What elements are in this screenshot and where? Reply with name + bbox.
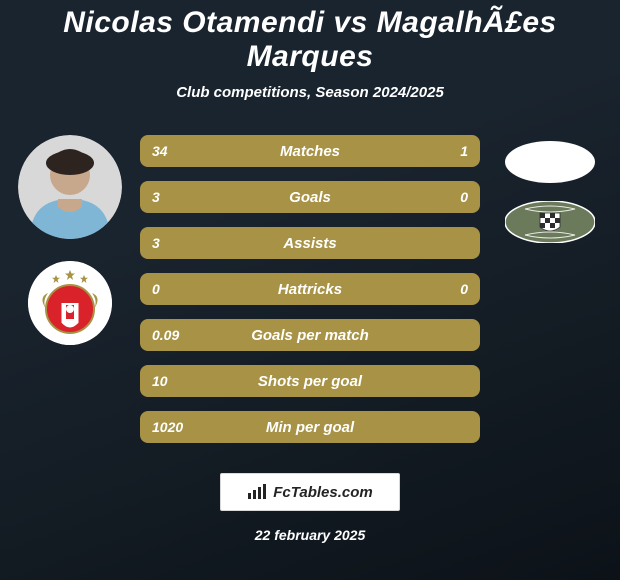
right-oval-bottom <box>505 201 595 243</box>
stat-row: 34 Matches 1 <box>140 135 480 167</box>
stat-value-left: 3 <box>152 235 160 251</box>
stat-value-right: 1 <box>460 143 468 159</box>
page-title: Nicolas Otamendi vs MagalhÃ£es Marques <box>0 0 620 74</box>
stat-label: Shots per goal <box>258 373 362 390</box>
stat-row: 3 Goals 0 <box>140 181 480 213</box>
right-player-column <box>490 135 610 243</box>
stat-label: Min per goal <box>266 419 354 436</box>
stat-value-left: 1020 <box>152 419 183 435</box>
right-oval-top <box>505 141 595 183</box>
brand-label: FcTables.com <box>273 484 372 501</box>
stats-table: 34 Matches 1 3 Goals 0 3 Assists 0 Hattricks 0 0.09… <box>140 135 480 457</box>
stat-label: Goals <box>289 189 331 206</box>
left-player-column <box>10 135 130 345</box>
stat-value-left: 34 <box>152 143 168 159</box>
blank-oval-icon <box>505 141 595 183</box>
stat-row: 0 Hattricks 0 <box>140 273 480 305</box>
stat-label: Goals per match <box>251 327 369 344</box>
left-player-avatar <box>18 135 122 239</box>
stat-value-left: 10 <box>152 373 168 389</box>
boavista-crest-icon <box>505 201 595 243</box>
bar-chart-icon <box>247 484 267 500</box>
stat-value-right: 0 <box>460 189 468 205</box>
stat-label: Matches <box>280 143 340 160</box>
stat-label: Assists <box>283 235 336 252</box>
content-root: Nicolas Otamendi vs MagalhÃ£es Marques C… <box>0 0 620 580</box>
stat-row: 3 Assists <box>140 227 480 259</box>
stat-row: 0.09 Goals per match <box>140 319 480 351</box>
avatar-placeholder-icon <box>18 135 122 239</box>
comparison-area: 34 Matches 1 3 Goals 0 3 Assists 0 Hattricks 0 0.09… <box>0 135 620 455</box>
stat-label: Hattricks <box>278 281 342 298</box>
page-subtitle: Club competitions, Season 2024/2025 <box>0 84 620 101</box>
brand-badge[interactable]: FcTables.com <box>220 473 400 511</box>
stat-value-left: 3 <box>152 189 160 205</box>
stat-row: 10 Shots per goal <box>140 365 480 397</box>
left-club-crest <box>28 261 112 345</box>
stat-value-left: 0 <box>152 281 160 297</box>
footer-date: 22 february 2025 <box>0 527 620 543</box>
stat-value-left: 0.09 <box>152 327 179 343</box>
stat-row: 1020 Min per goal <box>140 411 480 443</box>
stat-value-right: 0 <box>460 281 468 297</box>
benfica-crest-icon <box>28 261 112 345</box>
